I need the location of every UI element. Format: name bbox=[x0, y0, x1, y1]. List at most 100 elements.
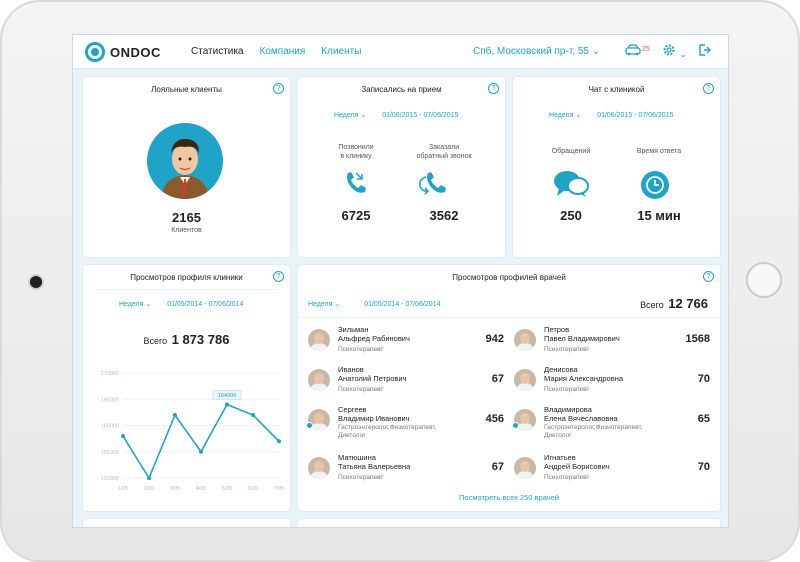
card-title: Лояльные клиенты bbox=[151, 85, 222, 94]
doctor-specialty: Психотерапевт bbox=[338, 346, 384, 353]
card-title: Чат с клиникой bbox=[588, 85, 645, 94]
doctor-row[interactable]: Денисова Мария Александровна Психотерапев… bbox=[514, 365, 710, 403]
data-point bbox=[277, 439, 281, 444]
data-point bbox=[225, 402, 229, 407]
help-icon[interactable]: ? bbox=[703, 271, 714, 282]
response-label: Время ответа bbox=[636, 148, 682, 155]
x-tick-label: 4/05 bbox=[196, 486, 207, 492]
chevron-down-icon: ⌄ bbox=[679, 49, 687, 59]
requests-label: Обращений bbox=[551, 148, 591, 155]
period-filter: Неделя ⌄ 01/06/2015 - 07/06/2015 bbox=[334, 111, 458, 119]
doctor-specialty: Психотерапевт bbox=[544, 386, 590, 393]
doctor-name: Игнатьев Андрей Борисович bbox=[544, 453, 610, 471]
exit-icon[interactable] bbox=[699, 44, 711, 59]
doctor-row[interactable]: Матюшина Татьяна Валерьевна Психотерапевт… bbox=[308, 453, 504, 491]
doctor-view-count: 67 bbox=[491, 373, 504, 385]
doctor-row[interactable]: Петров Павел Владимирович Психотерапевт 15… bbox=[514, 325, 710, 363]
callback-count: 3562 bbox=[429, 208, 459, 223]
response-time: 15 мин bbox=[637, 208, 681, 223]
chat-bubbles-icon bbox=[553, 169, 589, 205]
period-dropdown[interactable]: Неделя ⌄ bbox=[549, 112, 582, 119]
data-point bbox=[121, 434, 125, 438]
loyal-count-label: Клиентов bbox=[171, 227, 202, 234]
help-icon[interactable]: ? bbox=[273, 83, 284, 94]
y-tick-label: 150000 bbox=[101, 476, 119, 482]
nav-clients[interactable]: Клиенты bbox=[321, 46, 362, 57]
doctor-row[interactable]: Иванов Анатолий Петрович Психотерапевт 67 bbox=[308, 365, 504, 403]
requests-count: 250 bbox=[560, 208, 582, 223]
period-dropdown[interactable]: Неделя ⌄ bbox=[308, 301, 341, 308]
next-row-card-left bbox=[83, 519, 290, 527]
doctor-views-total: Всего 12 766 bbox=[640, 295, 708, 313]
divider bbox=[298, 317, 720, 318]
period-dropdown[interactable]: Неделя ⌄ bbox=[334, 112, 367, 119]
data-point bbox=[251, 413, 255, 417]
clinic-address-selector[interactable]: Спб, Московский пр-т, 55 ⌄ bbox=[473, 46, 601, 57]
divider bbox=[95, 289, 278, 290]
doctor-photo bbox=[308, 329, 330, 351]
x-tick-label: 1/05 bbox=[118, 486, 129, 492]
doctor-views-card: Просмотров профилей врачей ? Неделя ⌄ 01… bbox=[298, 265, 720, 511]
gear-icon[interactable]: ⌄ bbox=[662, 43, 687, 60]
date-range[interactable]: 01/05/2014 - 07/06/2014 bbox=[364, 301, 441, 308]
x-tick-label: 3/05 bbox=[170, 486, 181, 492]
doctor-photo bbox=[308, 457, 330, 479]
y-tick-label: 160000 bbox=[101, 424, 119, 430]
views-line-chart: 170000 165000 160000 155000 150000 1/05 2/05 3/… bbox=[101, 371, 285, 492]
x-tick-label: 2/05 bbox=[144, 486, 155, 492]
y-tick-label: 165000 bbox=[101, 397, 119, 403]
next-row-card-right bbox=[298, 519, 720, 527]
doctor-specialty: Гастроэнтеролог,Физиотерапевт, Диетолог bbox=[544, 424, 643, 439]
called-count: 6725 bbox=[341, 208, 371, 223]
callback-label: Заказали обратный звонок bbox=[416, 144, 472, 160]
point-label: 164000 bbox=[218, 393, 236, 399]
online-indicator-icon bbox=[512, 422, 519, 429]
total-value: 1 873 786 bbox=[171, 332, 230, 347]
doctor-row[interactable]: Сергеев Владимир Иванович Гастроэнтеролог… bbox=[306, 405, 504, 443]
card-title: Записались на прием bbox=[361, 85, 442, 94]
doctor-view-count: 70 bbox=[697, 373, 710, 385]
point-label-box bbox=[212, 390, 242, 400]
logo-icon bbox=[85, 42, 105, 62]
period-dropdown[interactable]: Неделя ⌄ bbox=[119, 301, 152, 308]
card-title: Просмотров профиля клиники bbox=[130, 273, 243, 282]
help-icon[interactable]: ? bbox=[488, 83, 499, 94]
doctor-row[interactable]: Игнатьев Андрей Борисович Психотерапевт 70 bbox=[514, 453, 710, 491]
called-label: Позвонили в клинику bbox=[338, 144, 374, 160]
chat-card: Чат с клиникой ? Неделя ⌄ 01/06/2015 - 0… bbox=[513, 77, 720, 257]
date-range[interactable]: 01/06/2015 - 07/06/2015 bbox=[382, 112, 459, 119]
car-icon[interactable]: 25 bbox=[625, 44, 650, 59]
help-icon[interactable]: ? bbox=[703, 83, 714, 94]
doctor-specialty: Психотерапевт bbox=[338, 386, 384, 393]
doctor-row[interactable]: Владимирова Елена Вячеславовна Гастроэнте… bbox=[512, 405, 710, 443]
doctor-row[interactable]: Зильман Альфред Рабинович Психотерапевт 94… bbox=[308, 325, 504, 363]
main-nav: Статистика Компания Клиенты bbox=[191, 46, 361, 57]
doctor-photo bbox=[514, 409, 536, 431]
doctor-photo bbox=[514, 369, 536, 391]
header-actions: 25 ⌄ bbox=[625, 43, 711, 60]
x-tick-label: 6/05 bbox=[248, 486, 259, 492]
phone-call-icon bbox=[342, 169, 370, 203]
nav-statistics[interactable]: Статистика bbox=[191, 46, 244, 57]
y-tick-label: 155000 bbox=[101, 450, 119, 456]
date-range[interactable]: 01/06/2015 - 07/06/2015 bbox=[597, 112, 674, 119]
home-button[interactable] bbox=[746, 262, 782, 298]
doctor-name: Матюшина Татьяна Валерьевна bbox=[338, 453, 411, 471]
view-all-doctors-link[interactable]: Посмотреть всех 250 врачей bbox=[459, 493, 559, 502]
doctor-view-count: 456 bbox=[485, 413, 504, 425]
total-value: 12 766 bbox=[668, 296, 708, 311]
client-avatar bbox=[147, 123, 223, 199]
data-point bbox=[173, 413, 177, 417]
doctor-specialty: Гастроэнтеролог,Физиотерапевт, Диетолог bbox=[338, 424, 437, 439]
period-filter: Неделя ⌄ 01/05/2014 - 07/06/2014 bbox=[119, 300, 243, 308]
data-point bbox=[199, 449, 203, 454]
doctor-name: Зильман Альфред Рабинович bbox=[338, 325, 410, 343]
nav-company[interactable]: Компания bbox=[259, 46, 306, 57]
help-icon[interactable]: ? bbox=[273, 271, 284, 282]
date-range[interactable]: 01/05/2014 - 07/06/2014 bbox=[167, 301, 244, 308]
x-tick-label: 5/05 bbox=[222, 486, 233, 492]
appointments-card: Записались на прием ? Неделя ⌄ 01/06/201… bbox=[298, 77, 505, 257]
doctor-view-count: 70 bbox=[697, 461, 710, 473]
logo[interactable]: ONDOC bbox=[85, 42, 161, 62]
